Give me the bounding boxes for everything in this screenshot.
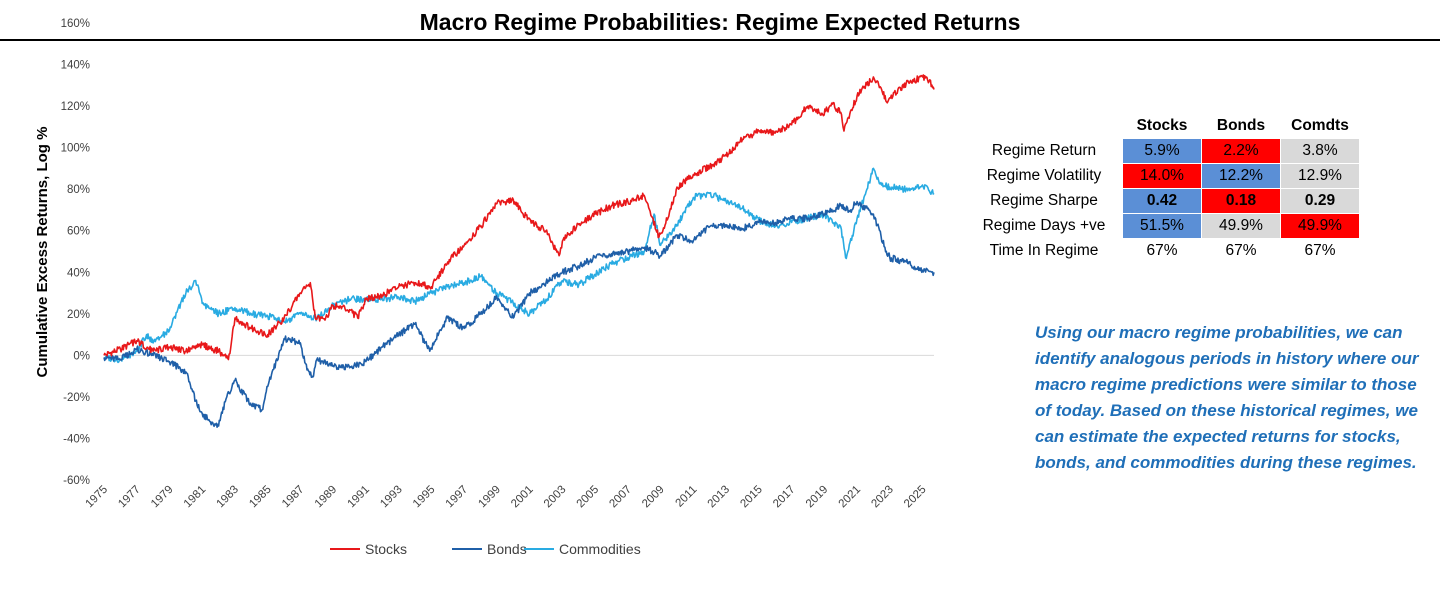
- x-tick-label: 1999: [476, 484, 503, 511]
- y-tick-label: -60%: [63, 475, 90, 487]
- stats-cell: 14.0%: [1122, 163, 1202, 189]
- y-tick-label: 60%: [67, 226, 90, 238]
- y-tick-label: -20%: [63, 392, 90, 404]
- x-tick-label: 1985: [247, 484, 274, 511]
- x-tick-label: 2009: [640, 484, 667, 511]
- stats-row: Time In Regime 67% 67% 67%: [966, 238, 1360, 264]
- x-tick-label: 2025: [902, 484, 929, 511]
- x-tick-label: 2023: [869, 484, 896, 511]
- legend-label-commodities: Commodities: [559, 541, 641, 557]
- stats-cell: 49.9%: [1280, 213, 1360, 239]
- x-tick-label: 1983: [215, 484, 242, 511]
- x-tick-label: 1975: [84, 484, 111, 511]
- series-line-stocks: [103, 74, 935, 361]
- stats-header-row: Stocks Bonds Comdts: [966, 114, 1360, 139]
- stats-header-commodities: Comdts: [1291, 117, 1349, 134]
- y-tick-label: 40%: [67, 267, 90, 279]
- stats-cell: 0.42: [1122, 188, 1202, 214]
- x-tick-label: 2005: [575, 484, 602, 511]
- x-tick-label: 2017: [771, 484, 798, 511]
- stats-cell: 12.9%: [1280, 163, 1360, 189]
- x-tick-label: 2021: [837, 484, 864, 511]
- stats-cell: 67%: [1201, 238, 1281, 264]
- x-tick-label: 1979: [149, 484, 176, 511]
- y-tick-label: 100%: [61, 143, 90, 155]
- line-chart: 160% 140% 120% 100% 80% 60% 40% 20% 0% -20% -40% -6…: [34, 18, 935, 557]
- x-tick-label: 1995: [411, 484, 438, 511]
- stats-cell: 2.2%: [1201, 138, 1281, 164]
- stats-cell: 3.8%: [1280, 138, 1360, 164]
- stats-row-label: Regime Volatility: [986, 167, 1102, 184]
- y-tick-label: 80%: [67, 184, 90, 196]
- x-tick-label: 2015: [738, 484, 765, 511]
- x-tick-label: 2007: [607, 484, 634, 511]
- x-tick-label: 1997: [444, 484, 471, 511]
- x-tick-label: 2019: [804, 484, 831, 511]
- legend-label-bonds: Bonds: [487, 541, 527, 557]
- stats-row-label: Regime Return: [991, 142, 1097, 159]
- stats-cell: 67%: [1122, 238, 1202, 264]
- regime-stats-table: Stocks Bonds Comdts Regime Return 5.9% 2.2…: [966, 114, 1360, 264]
- stats-cell: 0.29: [1280, 188, 1360, 214]
- stats-cell: 12.2%: [1201, 163, 1281, 189]
- stats-header-stocks: Stocks: [1136, 117, 1188, 134]
- x-tick-label: 2001: [509, 484, 536, 511]
- x-tick-label: 1981: [182, 484, 209, 511]
- x-tick-label: 1987: [280, 484, 307, 511]
- stats-row: Regime Return 5.9% 2.2% 3.8%: [966, 138, 1360, 164]
- chart-title: Macro Regime Probabilities: Regime Expec…: [419, 9, 1021, 35]
- y-tick-label: 160%: [61, 18, 90, 30]
- stats-row-label: Regime Sharpe: [990, 192, 1098, 209]
- y-axis-label: Cumulative Excess Returns, Log %: [34, 127, 51, 378]
- x-tick-label: 1977: [116, 484, 143, 511]
- x-tick-label: 1993: [378, 484, 405, 511]
- legend: Stocks Bonds Commodities: [330, 541, 641, 557]
- series-lines: [103, 74, 935, 429]
- y-tick-label: 120%: [61, 101, 90, 113]
- x-tick-label: 2011: [673, 484, 699, 510]
- stats-row: Regime Volatility 14.0% 12.2% 12.9%: [966, 163, 1360, 189]
- x-tick-label: 2013: [706, 484, 733, 511]
- y-tick-label: -40%: [63, 433, 90, 445]
- series-line-bonds: [103, 200, 935, 429]
- commentary-text: Using our macro regime probabilities, we…: [1035, 323, 1419, 472]
- title-divider: [0, 39, 1440, 41]
- stats-cell: 0.18: [1201, 188, 1281, 214]
- y-axis-ticks: 160% 140% 120% 100% 80% 60% 40% 20% 0% -20% -40% -6…: [61, 18, 90, 487]
- y-tick-label: 140%: [61, 60, 90, 72]
- stats-row-label: Regime Days +ve: [982, 217, 1106, 234]
- stats-cell: 5.9%: [1122, 138, 1202, 164]
- stats-row: Regime Sharpe 0.42 0.18 0.29: [966, 188, 1360, 214]
- stats-row-label: Time In Regime: [989, 242, 1099, 259]
- stats-cell: 51.5%: [1122, 213, 1202, 239]
- stats-cell: 49.9%: [1201, 213, 1281, 239]
- stats-row: Regime Days +ve 51.5% 49.9% 49.9%: [966, 213, 1360, 239]
- x-axis-ticks: 1975 1977 1979 1981 1983 1985 1987 1989 1991 1993…: [84, 484, 929, 511]
- y-tick-label: 0%: [73, 350, 90, 362]
- series-line-commodities: [103, 167, 935, 364]
- stats-body: Regime Return 5.9% 2.2% 3.8% Regime Volatili…: [966, 138, 1360, 264]
- stats-header-bonds: Bonds: [1216, 117, 1266, 134]
- x-tick-label: 1991: [345, 484, 372, 511]
- stats-header-corner: [966, 114, 1123, 139]
- legend-label-stocks: Stocks: [365, 541, 407, 557]
- x-tick-label: 1989: [313, 484, 340, 511]
- y-tick-label: 20%: [67, 309, 90, 321]
- x-tick-label: 2003: [542, 484, 569, 511]
- stats-cell: 67%: [1280, 238, 1360, 264]
